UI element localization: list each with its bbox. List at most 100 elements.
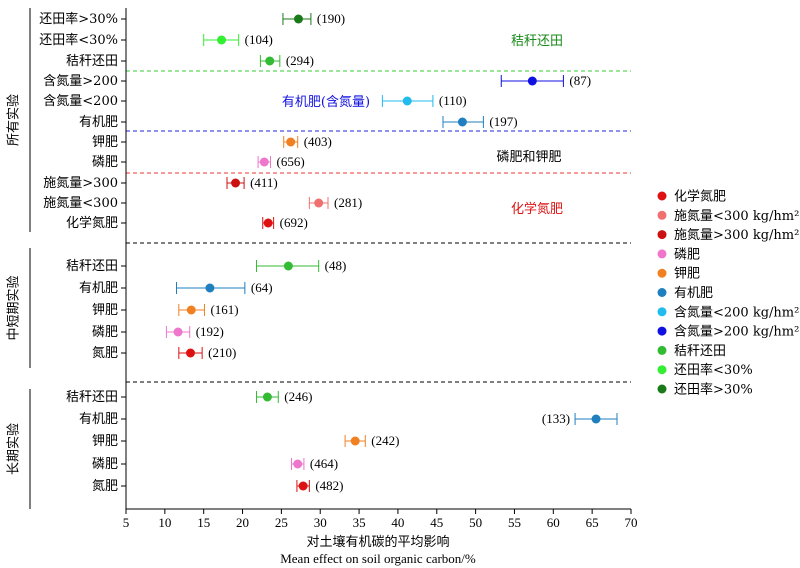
legend-label: 还田率<30% [674,362,753,378]
sample-size-label: (464) [310,456,338,471]
x-tick-label: 60 [547,515,560,530]
data-point [350,436,360,446]
legend-marker [657,365,667,375]
legend-label: 施氮量<300 kg/hm² [674,209,799,224]
x-tick-label: 5 [123,515,130,530]
data-point [298,481,308,491]
sample-size-label: (403) [304,134,332,149]
x-tick-label: 35 [353,515,366,530]
data-point [314,198,324,208]
legend-marker [657,191,667,201]
category-label: 施氮量>300 [43,176,118,191]
category-label: 秸秆还田 [66,259,118,274]
data-point [286,137,296,147]
category-label: 有机肥 [79,412,118,427]
x-tick-label: 40 [391,515,404,530]
data-point [259,157,269,167]
x-tick-label: 55 [508,515,521,530]
x-tick-label: 50 [469,515,482,530]
data-point [263,218,273,228]
legend-marker [657,288,667,297]
legend-label: 有机肥 [674,286,713,301]
legend-label: 磷肥 [674,247,700,262]
legend-label: 施氮量>300 kg/hm² [674,228,799,243]
category-label: 磷肥 [92,325,118,340]
sample-size-label: (110) [439,93,467,108]
x-tick-label: 10 [158,515,171,530]
sample-size-label: (161) [210,302,238,317]
sample-size-label: (294) [286,53,314,68]
data-point [457,117,467,127]
sample-size-label: (197) [489,114,517,129]
legend-marker [657,249,667,259]
sample-size-label: (411) [250,175,278,190]
category-label: 有机肥 [79,281,118,296]
sample-size-label: (192) [196,324,224,339]
data-point [265,56,275,66]
category-label: 化学氮肥 [66,215,118,231]
sample-size-label: (48) [325,258,347,273]
data-point [293,459,303,469]
category-label: 钾肥 [92,434,118,449]
x-tick-label: 25 [275,515,288,530]
category-label: 含氮量>200 [43,73,118,89]
data-point [231,178,241,188]
section-annotation: 秸秆还田 [511,34,563,49]
sample-size-label: (692) [280,215,308,230]
sample-size-label: (281) [334,195,362,210]
x-tick-label: 70 [625,515,638,530]
x-tick-label: 45 [430,515,443,530]
legend-label: 秸秆还田 [674,344,726,359]
sample-size-label: (246) [284,389,312,404]
x-tick-label: 20 [236,515,249,530]
legend-label: 还田率>30% [674,382,753,398]
x-tick-label: 30 [314,515,327,530]
sample-size-label: (64) [251,280,273,295]
data-point [402,96,412,106]
data-point [205,283,215,293]
legend-marker [657,210,667,220]
x-tick-label: 15 [197,515,210,530]
category-label: 秸秆还田 [66,54,118,69]
category-label: 还田率<30% [39,32,118,48]
sample-size-label: (133) [542,411,570,426]
category-label: 秸秆还田 [66,390,118,405]
category-label: 磷肥 [92,155,118,170]
category-label: 施氮量<300 [43,196,118,211]
sample-size-label: (482) [315,478,343,493]
legend-label: 化学氮肥 [674,189,726,205]
legend-marker [657,326,667,336]
data-point [262,392,272,402]
legend-marker [657,268,667,278]
x-axis: 5 10 15 20 25 30 35 40 45 50 55 60 65 70 [123,8,638,530]
category-label: 钾肥 [92,135,118,150]
legend-marker [657,230,667,240]
category-label: 氮肥 [92,346,118,361]
plot-area: 还田率>30% (190) 还田率<30% (104) 秸秆还田 (294) 含氮量>200… [39,11,631,494]
data-point [283,261,293,271]
legend-label: 含氮量<200 kg/hm² [674,304,799,320]
category-label: 还田率>30% [39,11,118,27]
section-annotation: 化学氮肥 [511,201,563,217]
group-label: 长期实验 [6,423,22,475]
category-label: 氮肥 [92,479,118,494]
legend-marker [657,307,667,317]
legend-marker [657,384,667,394]
data-point [591,414,601,424]
data-point [186,305,196,315]
x-axis-title: 对土壤有机碳的平均影响 [306,534,449,550]
category-label: 磷肥 [92,457,118,472]
x-axis-title-en: Mean effect on soil organic carbon/% [280,551,476,566]
group-label: 中短期实验 [6,275,22,340]
x-tick-label: 65 [586,515,599,530]
sample-size-label: (87) [569,73,591,88]
sample-size-label: (104) [245,32,273,47]
data-point [185,348,195,358]
data-point [293,14,303,24]
section-annotation: 有机肥(含氮量) [282,94,370,110]
sample-size-label: (190) [317,11,345,26]
sample-size-label: (210) [208,345,236,360]
